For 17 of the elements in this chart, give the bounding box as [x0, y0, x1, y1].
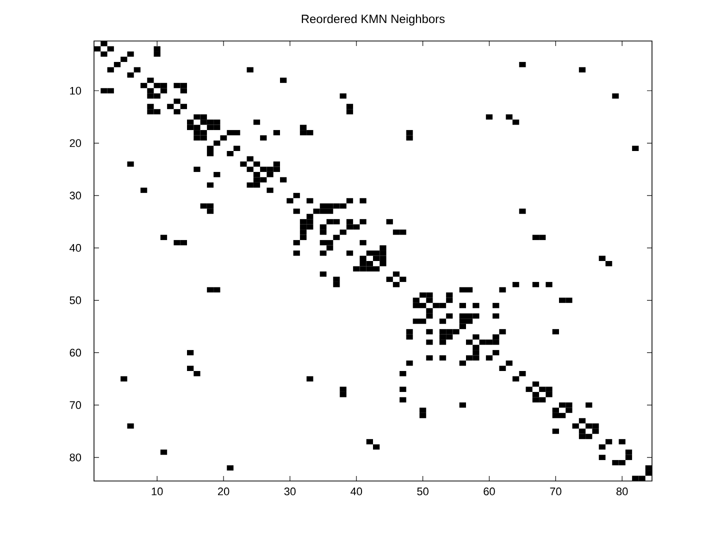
- x-tick-label: 80: [616, 488, 628, 496]
- y-tick-label: 70: [70, 401, 82, 409]
- x-tick-label: 20: [218, 488, 230, 496]
- x-tick-label: 50: [417, 488, 428, 496]
- y-tick-label: 20: [70, 139, 82, 148]
- y-tick-label: 30: [70, 192, 82, 200]
- y-tick-label: 80: [70, 454, 82, 462]
- y-tick-label: 10: [70, 86, 82, 95]
- y-tick-label: 40: [70, 244, 82, 252]
- chart-title: Reordered KMN Neighbors: [302, 14, 445, 26]
- y-tick-label: 60: [70, 348, 82, 357]
- x-tick-label: 10: [152, 488, 163, 496]
- x-tick-label: 70: [550, 488, 562, 496]
- x-tick-label: 60: [484, 488, 495, 496]
- x-tick-label: 30: [284, 488, 296, 496]
- x-tick-label: 40: [350, 488, 362, 496]
- y-tick-label: 50: [70, 296, 82, 304]
